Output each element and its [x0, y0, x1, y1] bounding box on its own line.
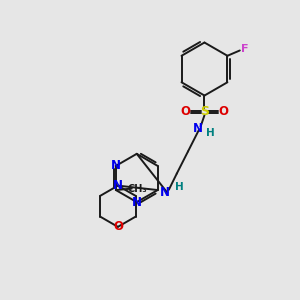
Text: CH₃: CH₃	[127, 184, 147, 194]
Text: N: N	[193, 122, 203, 135]
Text: O: O	[219, 105, 229, 118]
Text: N: N	[132, 196, 142, 208]
Text: H: H	[206, 128, 215, 138]
Text: N: N	[113, 179, 123, 192]
Text: N: N	[111, 159, 121, 172]
Text: F: F	[241, 44, 249, 54]
Text: H: H	[176, 182, 184, 192]
Text: N: N	[160, 186, 170, 199]
Text: O: O	[180, 105, 190, 118]
Text: S: S	[200, 105, 209, 118]
Text: O: O	[113, 220, 123, 233]
